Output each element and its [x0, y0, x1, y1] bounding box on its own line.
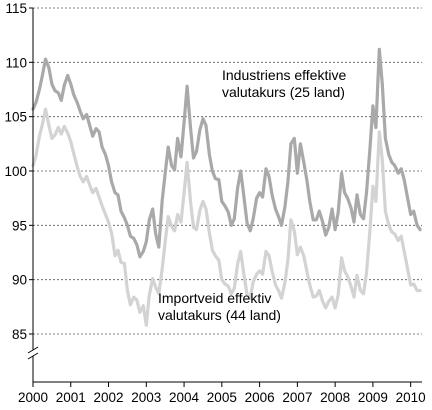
series-line-1	[31, 47, 422, 259]
series-lines	[31, 47, 422, 327]
x-tick-label-2004: 2004	[169, 390, 200, 405]
x-tick-label-2010: 2010	[396, 390, 426, 405]
y-tick-label-110: 110	[5, 55, 27, 70]
x-tick-label-2006: 2006	[245, 390, 275, 405]
annotations: Industriens effektive valutakurs (25 lan…	[158, 67, 350, 323]
axis-break-mark	[27, 346, 39, 360]
industry-label-line-2: valutakurs (25 land)	[222, 84, 345, 100]
import-label-line-1: Importveid effektiv	[158, 290, 271, 306]
import-label-line-2: valutakurs (44 land)	[158, 307, 281, 323]
x-tick-label-2009: 2009	[358, 390, 388, 405]
y-tick-label-100: 100	[4, 164, 27, 179]
axis-ticks: 85 90 95 100 105 110 115 2000 2001 2002 2003 2004 20…	[4, 1, 425, 405]
industry-series-label: Industriens effektive valutakurs (25 lan…	[222, 67, 350, 100]
y-tick-label-115: 115	[5, 1, 27, 16]
x-tick-label-2001: 2001	[56, 390, 86, 405]
axes	[27, 8, 422, 383]
y-tick-label-95: 95	[12, 218, 27, 233]
x-tick-label-2003: 2003	[131, 390, 161, 405]
x-tick-label-2002: 2002	[94, 390, 124, 405]
y-tick-label-90: 90	[12, 273, 27, 288]
import-series-label: Importveid effektiv valutakurs (44 land)	[158, 290, 281, 323]
x-tick-label-2008: 2008	[320, 390, 350, 405]
industry-label-line-1: Industriens effektive	[222, 67, 346, 83]
x-tick-label-2007: 2007	[282, 390, 312, 405]
y-tick-label-85: 85	[12, 327, 27, 342]
series-line-2	[31, 107, 422, 327]
x-tick-label-2005: 2005	[207, 390, 237, 405]
x-tick-label-2000: 2000	[18, 390, 48, 405]
y-tick-label-105: 105	[4, 110, 27, 125]
